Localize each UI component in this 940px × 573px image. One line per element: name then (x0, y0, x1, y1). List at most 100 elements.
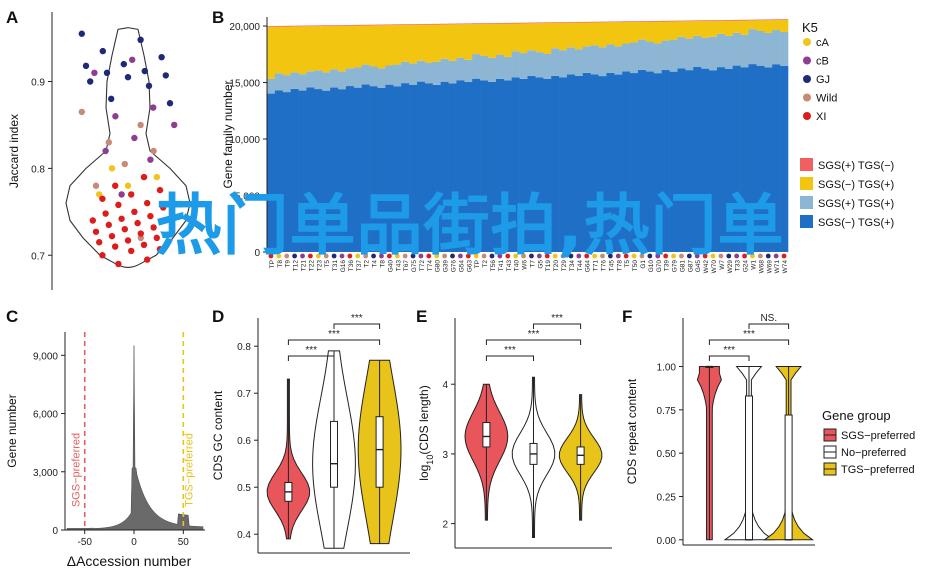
bar-segment (614, 22, 623, 47)
group-dot (781, 253, 787, 259)
data-point-gj (145, 82, 153, 90)
bar-segment (338, 89, 347, 252)
bar-segment (424, 62, 434, 84)
group-dot (323, 253, 329, 259)
bar-segment (566, 74, 576, 252)
group-dot (663, 253, 669, 259)
group-dot (615, 253, 621, 259)
data-point-cb (112, 113, 119, 120)
bar-segment (503, 80, 513, 252)
data-point-wild (137, 121, 144, 129)
bar-segment (638, 69, 647, 252)
bar-segment (488, 23, 497, 58)
legend-swatch-ca (803, 38, 811, 46)
x-tick-label: G54 (458, 260, 465, 273)
group-dot (718, 253, 724, 259)
y-tick-label: 0.00 (657, 536, 677, 547)
panel-letter-e: E (416, 307, 427, 326)
group-dot (710, 253, 716, 259)
group-dot (473, 253, 479, 259)
bar-segment (638, 21, 647, 22)
x-tick-label: T74 (427, 260, 434, 272)
legend-label-gene-group: TGS−preferred (841, 464, 915, 476)
data-point-xi (105, 221, 113, 229)
bar-segment (409, 63, 418, 85)
bar-segment (361, 25, 370, 65)
data-point-xi (121, 225, 128, 233)
bar-segment (409, 24, 418, 64)
data-point-gj (141, 67, 148, 75)
panel-e-violin: 2 3 4 log10(CDS length) *** *** *** (417, 313, 612, 549)
data-point-xi (147, 212, 154, 220)
x-tick-label: T44 (577, 260, 584, 272)
data-point-xi (99, 195, 106, 202)
bar-segment (669, 71, 678, 253)
x-tick-label: W1 (750, 260, 757, 270)
x-tick-label: G76 (451, 260, 458, 273)
data-point-xi (128, 191, 135, 198)
legend-label-gj: GJ (816, 74, 830, 86)
bar-segment (511, 23, 520, 52)
x-tick-label: W7 (719, 260, 726, 270)
group-dot (418, 253, 424, 259)
bar-segment (330, 87, 339, 252)
group-dot (347, 253, 353, 259)
y-tick-label: 0.4 (237, 530, 251, 541)
significance-bracket (287, 355, 335, 361)
x-tick-label: W6 (522, 260, 529, 270)
bar-segment (401, 24, 410, 62)
bar-segment (464, 23, 473, 25)
box-iqr (375, 416, 384, 488)
x-tick-label: T5 (324, 260, 331, 268)
data-point-xi (115, 201, 122, 209)
bar-segment (535, 52, 544, 78)
bar-segment (551, 22, 560, 49)
bar-segment (677, 68, 686, 253)
significance-bracket (708, 355, 750, 361)
bar-segment (701, 37, 710, 69)
bar-segment (385, 24, 394, 26)
bar-segment (306, 71, 315, 88)
data-point-xi (134, 219, 141, 227)
data-point-cb (91, 69, 98, 77)
bar-segment (361, 84, 370, 252)
bar-segment (409, 84, 418, 252)
bar-segment (527, 50, 536, 76)
bar-segment (488, 81, 497, 252)
legend-swatch-gj (803, 75, 811, 83)
group-dot (410, 253, 416, 259)
bar-segment (519, 22, 528, 24)
significance-label: *** (351, 313, 363, 324)
bar-segment (464, 24, 473, 60)
data-point-ca (124, 182, 132, 189)
bar-segment (677, 21, 686, 37)
group-dot (623, 253, 629, 259)
data-point-xi (153, 234, 160, 242)
x-tick-label: G79 (672, 260, 679, 273)
bar-segment (535, 77, 544, 252)
x-tick-label: T40 (514, 260, 521, 272)
y-tick-label: 3,000 (33, 468, 58, 479)
group-dot (750, 253, 755, 259)
x-tick-label: W69 (766, 260, 773, 274)
data-point-gj (120, 60, 128, 68)
data-point-cb (150, 104, 157, 111)
x-tick-label: W74 (782, 260, 789, 274)
y-tick-label: 5,000 (235, 192, 260, 203)
bar-segment (756, 20, 765, 32)
data-point-xi (150, 224, 157, 231)
bar-segment (590, 45, 599, 75)
bar-segment (488, 23, 497, 24)
y-tick-label: 10,000 (229, 135, 260, 146)
bar-segment (669, 39, 678, 72)
bar-segment (622, 43, 631, 72)
bar-segment (424, 23, 434, 25)
box-iqr (745, 395, 753, 541)
bar-segment (622, 21, 631, 23)
bar-segment (393, 24, 402, 26)
data-point-wild (92, 182, 100, 189)
y-tick-label: 0.25 (657, 492, 677, 503)
significance-bracket (748, 323, 790, 329)
bar-segment (716, 20, 726, 34)
bar-segment (740, 19, 749, 21)
